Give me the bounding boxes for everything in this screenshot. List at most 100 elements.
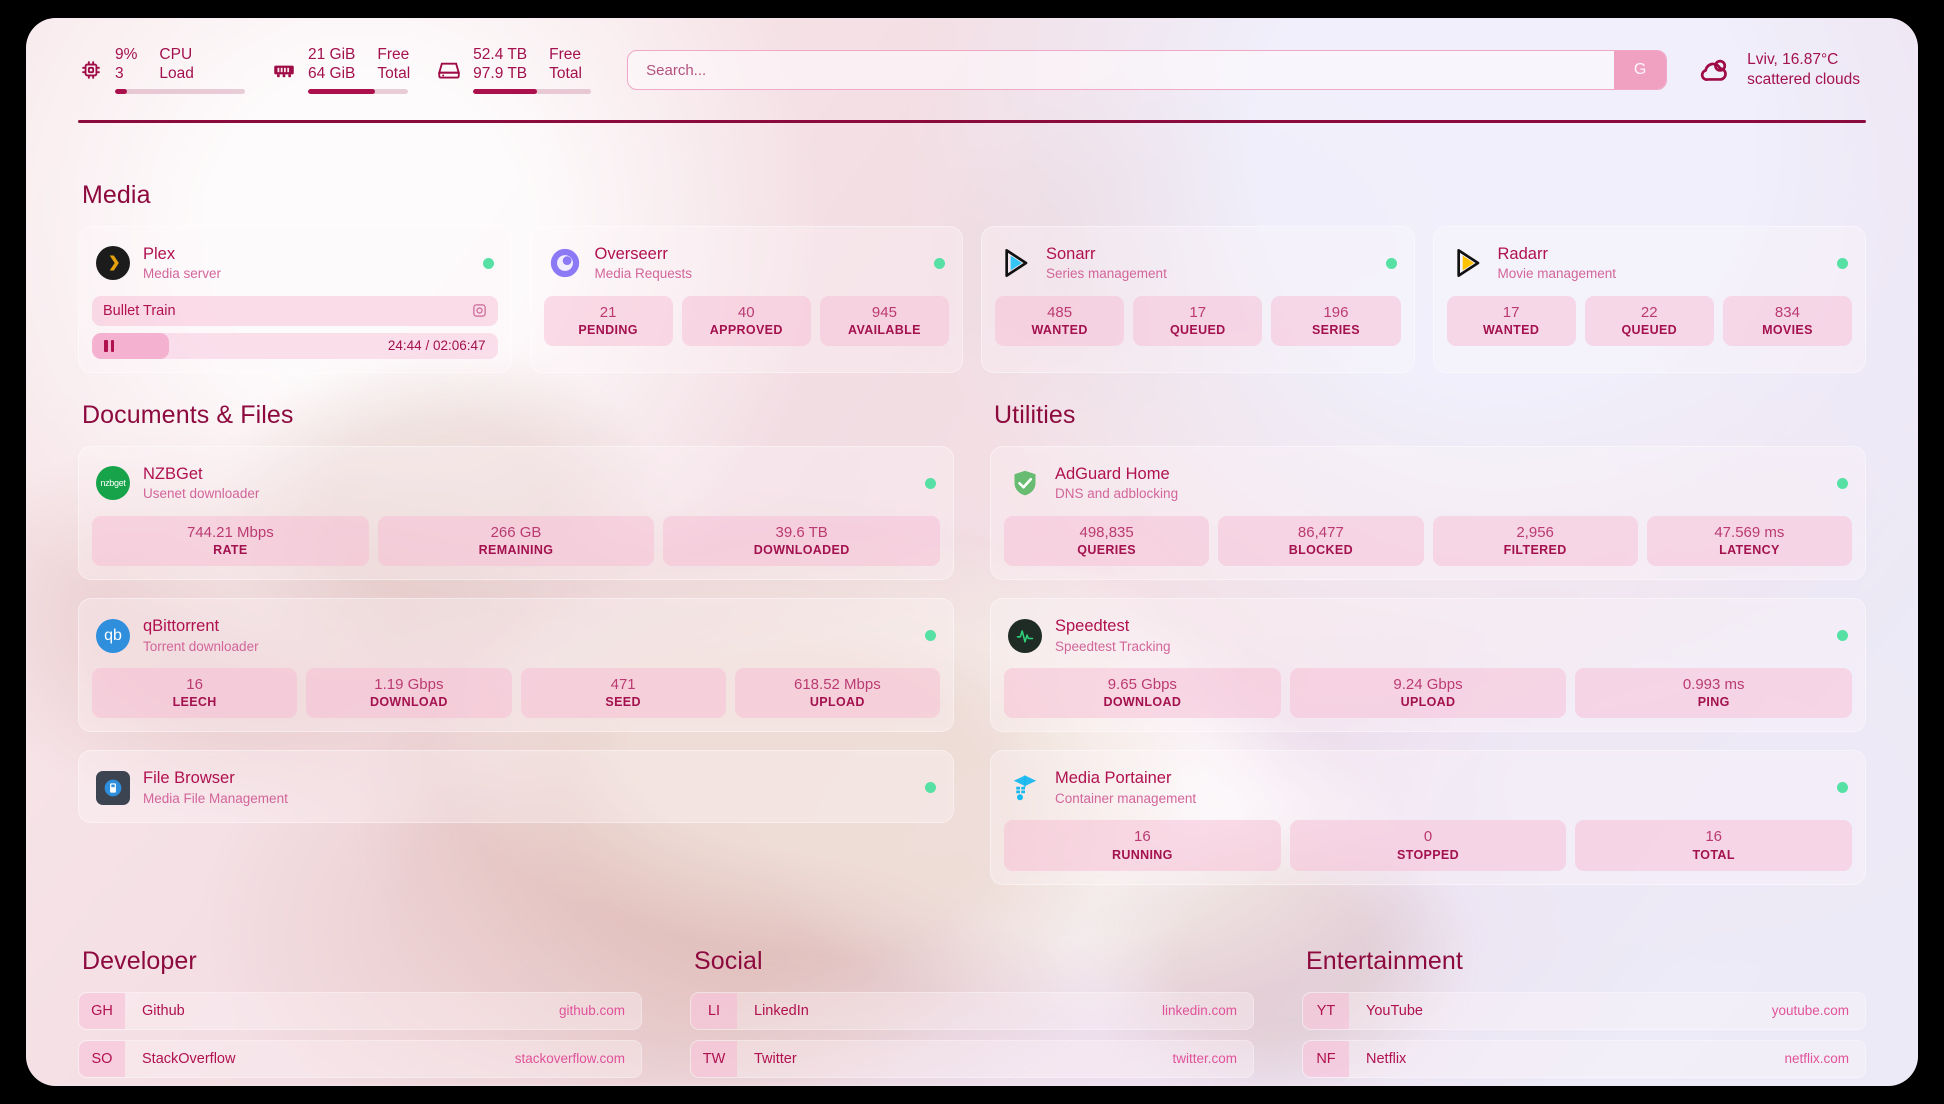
pause-icon[interactable] [104,339,114,352]
service-card-adguard-home[interactable]: AdGuard Home DNS and adblocking 498,835 … [990,445,1866,581]
disk-label-top: Free [549,46,582,64]
card-header: Sonarr Series management [995,240,1401,285]
service-card-plex[interactable]: Plex Media server Bullet Train [78,226,512,373]
bookmark-item-twitter[interactable]: TW Twitter twitter.com [690,1039,1254,1078]
bookmark-url: linkedin.com [1161,1003,1237,1018]
stat-label: QUEUED [1169,323,1226,338]
service-card-media-portainer[interactable]: Media Portainer Container management 16 … [990,750,1866,885]
stat-label: DOWNLOADED [753,543,850,558]
stat-label: UPLOAD [809,695,865,710]
bookmark-item-github[interactable]: GH Github github.com [78,991,642,1030]
stat-cell: 21 PENDING [543,295,673,347]
cpu-label-top: CPU [159,46,193,64]
ram-label-bottom: Total [377,65,411,83]
bookmark-item-youtube[interactable]: YT YouTube youtube.com [1302,991,1866,1030]
stat-cell: 40 APPROVED [681,295,811,347]
qbittorrent-icon: qb [96,618,130,653]
stat-label: STOPPED [1397,847,1459,862]
bookmark-abbr: GH [79,992,125,1029]
ram-label-top: Free [377,46,410,64]
dashboard-page: 9% 3 CPU Load [26,18,1918,1086]
service-card-radarr[interactable]: Radarr Movie management 17 WANTED 22 QUE… [1432,226,1866,373]
app-name: Plex [143,245,176,263]
stat-cell: 22 QUEUED [1584,295,1714,347]
stat-label: MOVIES [1762,323,1813,338]
filebrowser-icon [96,770,130,805]
dashboard-window: 9% 3 CPU Load [26,18,1918,1086]
status-badge [925,630,936,642]
ram-icon [271,57,297,83]
disk-stat-group: 52.4 TB 97.9 TB Free Total [436,46,592,94]
now-playing-progress-bar[interactable]: 24:44 / 02:06:47 [92,332,498,359]
stat-label: DOWNLOAD [369,695,448,710]
stat-cell: 744.21 Mbps RATE [92,515,369,567]
card-header: Media Portainer Container management [1004,764,1852,809]
stat-cell: 9.65 Gbps DOWNLOAD [1004,668,1281,719]
stat-label: QUEUED [1621,323,1678,338]
bookmark-group-developer: Developer GH Github github.com SO StackO… [78,889,642,1087]
bookmark-group-title: Social [694,946,763,975]
bookmark-name: Netflix [1366,1050,1407,1067]
stat-cell: 1.19 Gbps DOWNLOAD [306,668,512,719]
stat-value: 17 [1502,303,1520,321]
stat-label: REMAINING [478,543,554,558]
status-badge [1837,782,1848,794]
status-badge [934,257,945,269]
mid-columns: Documents & Files nzbget NZBGet Usenet d… [78,373,1866,885]
bookmark-url: youtube.com [1771,1003,1849,1018]
stat-cell: 471 SEED [520,668,726,719]
plex-icon [96,246,130,281]
header-divider [78,120,1866,123]
weather-widget[interactable]: Lviv, 16.87°C scattered clouds [1697,50,1866,90]
stat-value: 16 [1705,828,1723,846]
now-playing-title: Bullet Train [103,302,176,319]
app-name: AdGuard Home [1055,464,1170,483]
stat-label: DOWNLOAD [1103,695,1182,710]
stat-value: 471 [610,676,636,694]
bookmark-name: Twitter [754,1050,797,1067]
service-card-qbittorrent[interactable]: qb qBittorrent Torrent downloader 16 LEE… [78,598,954,733]
stat-row: 17 WANTED 22 QUEUED 834 MOVIES [1446,295,1853,347]
stat-row: 744.21 Mbps RATE 266 GB REMAINING 39.6 T… [92,515,941,567]
card-header: AdGuard Home DNS and adblocking [1004,460,1852,505]
service-card-nzbget[interactable]: nzbget NZBGet Usenet downloader 744.21 M… [78,445,954,581]
service-card-speedtest[interactable]: Speedtest Speedtest Tracking 9.65 Gbps D… [990,598,1866,733]
stat-cell: 2,956 FILTERED [1432,515,1638,567]
app-name: NZBGet [143,464,203,483]
stat-cell: 618.52 Mbps UPLOAD [734,668,940,719]
search-engine-button[interactable]: G [1614,51,1667,89]
stat-value: 16 [1133,828,1151,846]
app-name: Speedtest [1055,617,1130,636]
service-card-sonarr[interactable]: Sonarr Series management 485 WANTED 17 Q… [981,226,1415,373]
service-card-file-browser[interactable]: File Browser Media File Management [78,750,954,824]
bookmark-item-stackoverflow[interactable]: SO StackOverflow stackoverflow.com [78,1039,642,1078]
cast-icon[interactable] [472,303,487,318]
stat-label: PENDING [578,323,638,338]
search-input[interactable] [628,51,1615,89]
ram-total-value: 64 GiB [308,65,356,83]
stat-cell: 17 QUEUED [1133,295,1263,347]
disk-total-value: 97.9 TB [473,65,528,83]
stat-value: 17 [1189,303,1207,321]
app-subtitle: Speedtest Tracking [1055,638,1171,654]
bookmark-item-netflix[interactable]: NF Netflix netflix.com [1302,1039,1866,1078]
bookmark-url: twitter.com [1172,1051,1237,1066]
bookmark-name: StackOverflow [142,1050,236,1067]
ram-usage-bar [308,89,408,94]
stat-row: 498,835 QUERIES 86,477 BLOCKED 2,956 FIL… [1004,515,1852,567]
stat-value: 0.993 ms [1682,676,1745,694]
utilities-card-list: AdGuard Home DNS and adblocking 498,835 … [990,445,1866,885]
stat-value: 2,956 [1516,523,1554,541]
app-name: Media Portainer [1055,769,1172,788]
stat-label: RATE [213,543,248,558]
ram-free-value: 21 GiB [308,46,356,64]
service-card-overseerr[interactable]: Overseerr Media Requests 21 PENDING 40 A… [529,226,963,373]
search-bar[interactable]: G [627,50,1668,90]
stat-value: 9.24 Gbps [1393,676,1463,694]
stat-cell: 485 WANTED [995,295,1125,347]
cpu-core-value: 3 [115,65,124,83]
stat-value: 485 [1047,303,1073,321]
overseerr-icon [548,246,582,280]
bookmark-item-linkedin[interactable]: LI LinkedIn linkedin.com [690,991,1254,1030]
stat-value: 1.19 Gbps [374,676,444,694]
